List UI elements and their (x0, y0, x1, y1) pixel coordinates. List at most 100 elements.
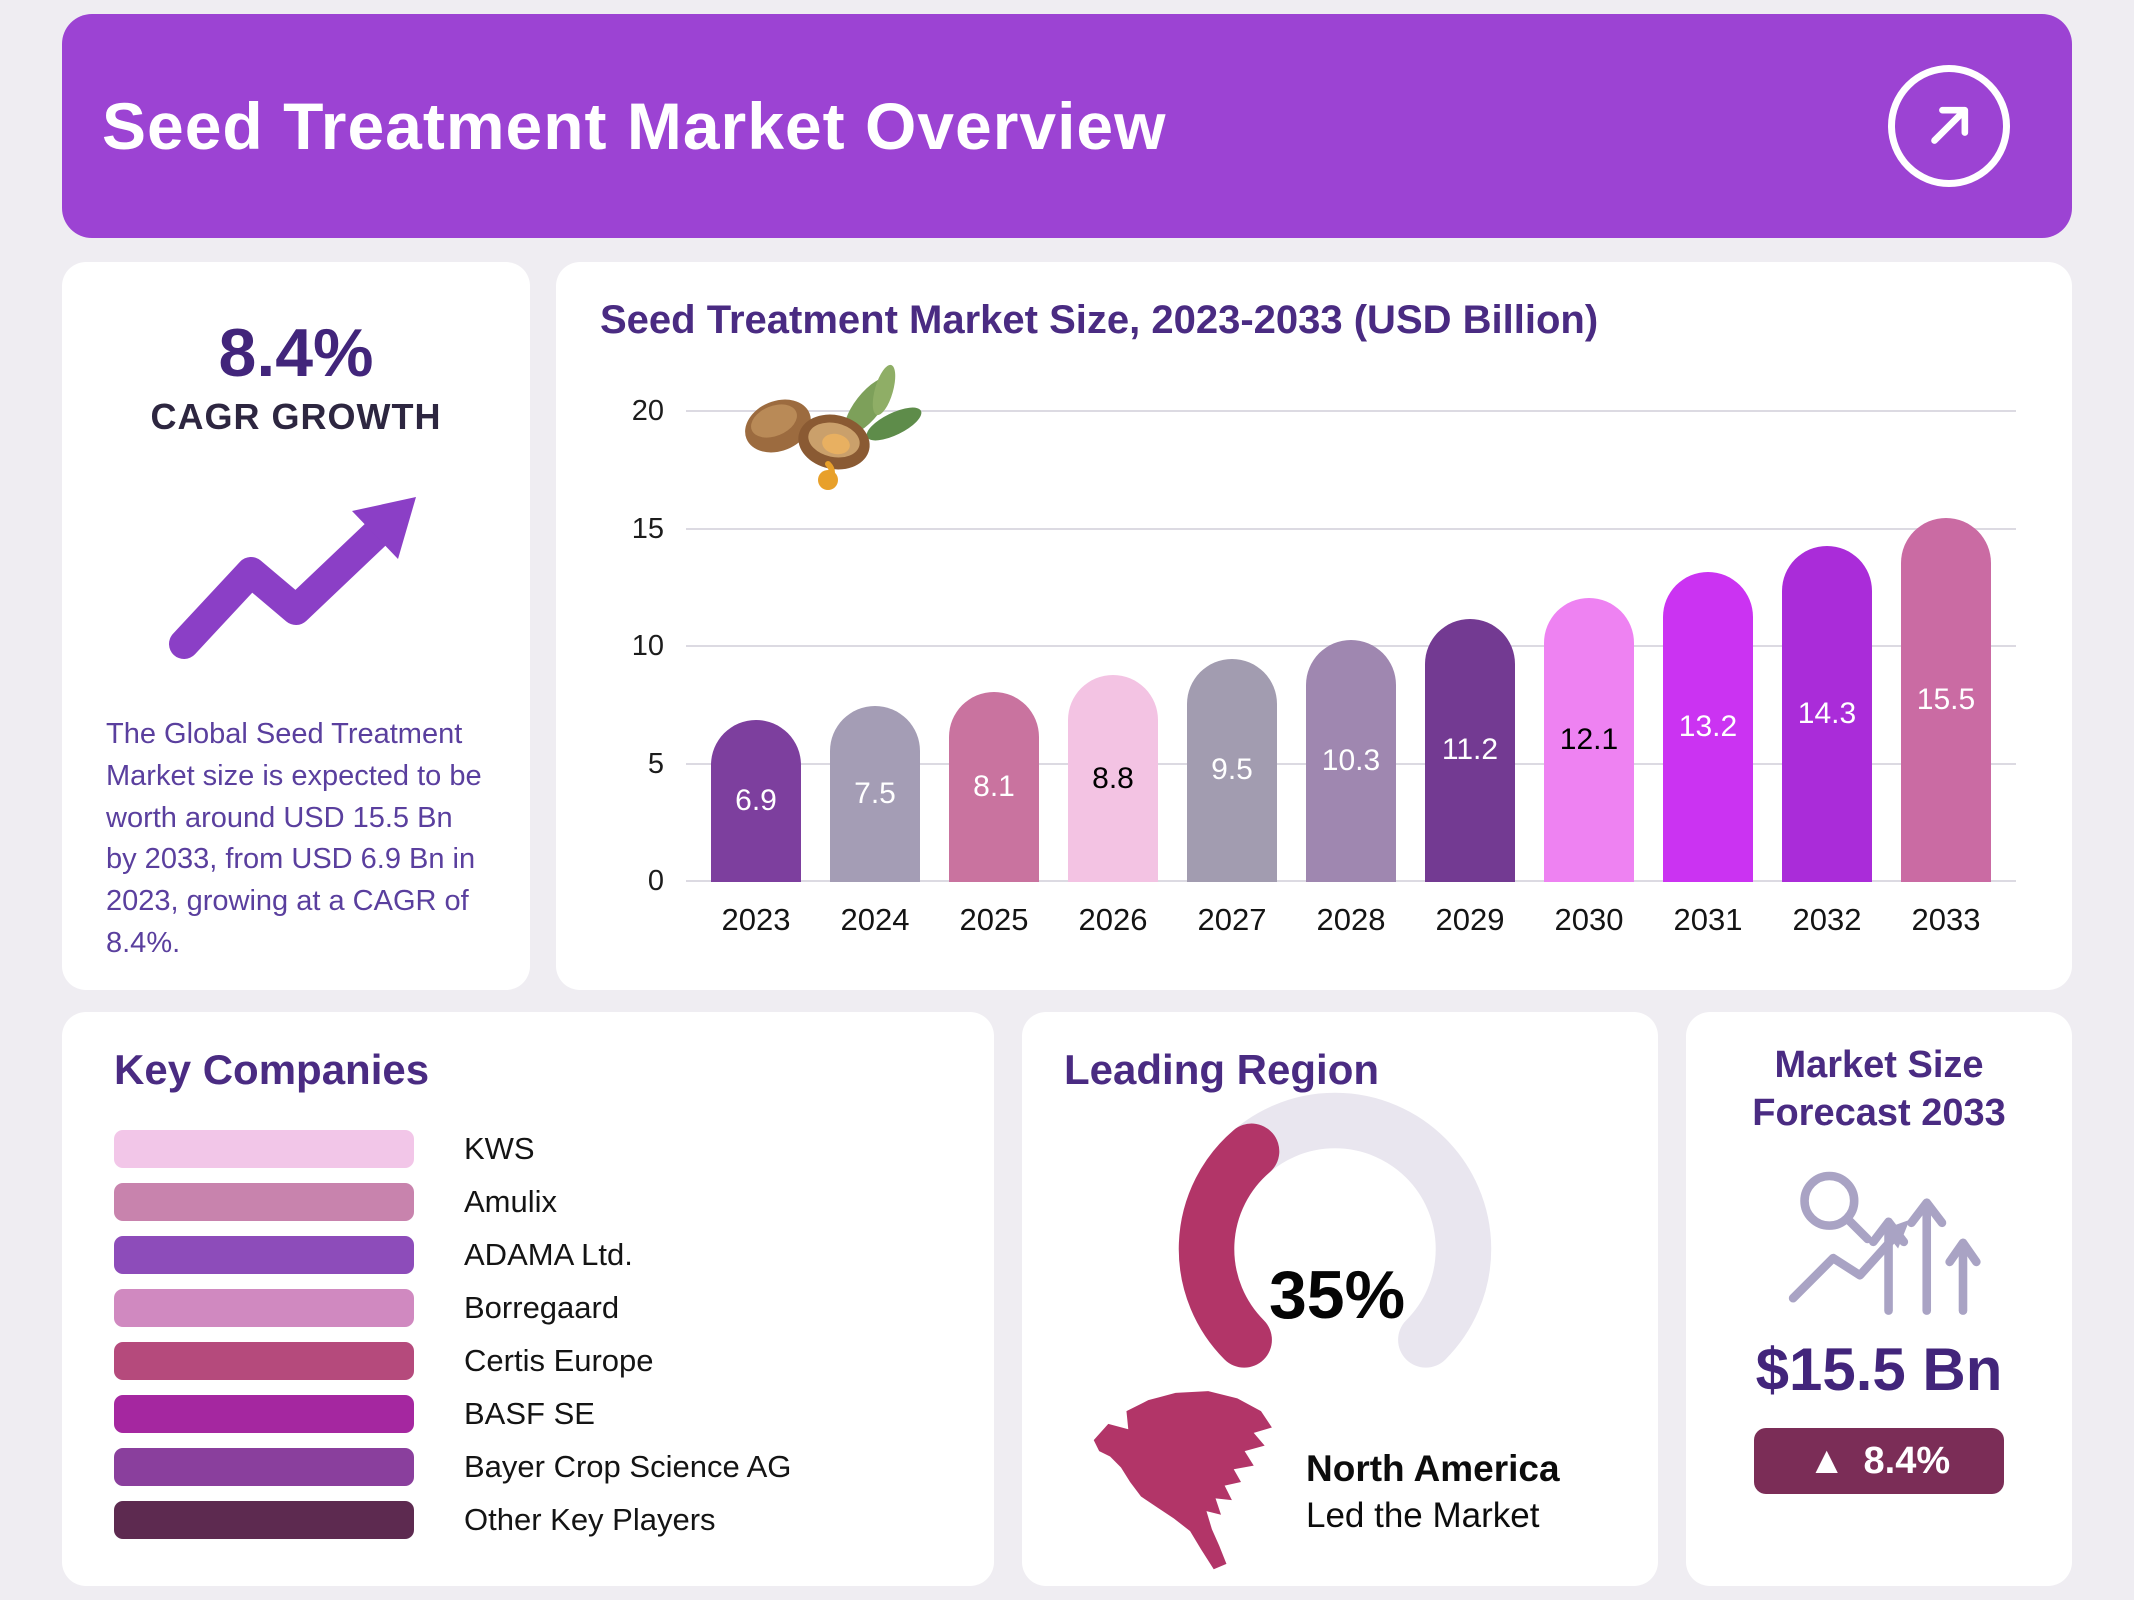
bar-value-label: 15.5 (1916, 682, 1976, 716)
gauge-fill (1178, 1123, 1280, 1368)
region-text-block: North America Led the Market (1306, 1448, 1560, 1536)
company-row: Bayer Crop Science AG (114, 1448, 994, 1486)
market-size-chart-card: Seed Treatment Market Size, 2023-2033 (U… (556, 262, 2072, 990)
bar-value-label: 14.3 (1797, 696, 1857, 730)
bar-2026: 8.8 (1068, 675, 1158, 882)
company-label: Amulix (464, 1184, 558, 1219)
leading-region-title: Leading Region (1064, 1046, 1379, 1093)
forecast-card: Market Size Forecast 2033 $15.5 Bn ▲ 8.4… (1686, 1012, 2072, 1586)
region-name: North America (1306, 1448, 1560, 1489)
company-row: Borregaard (114, 1289, 994, 1327)
bar-2024: 7.5 (830, 705, 920, 882)
cagr-description: The Global Seed Treatment Market size is… (106, 718, 482, 959)
bar-value-label: 11.2 (1441, 733, 1499, 767)
y-axis-labels: 0 5 10 15 20 (594, 397, 664, 896)
forecast-title: Market Size Forecast 2033 (1686, 1042, 2072, 1137)
bar-value-label: 8.8 (1092, 761, 1134, 795)
x-axis-labels: 2023 2024 2025 2026 2027 2028 2029 2030 2031 2032… (686, 902, 2016, 938)
bar-2023: 6.9 (711, 719, 801, 882)
chart-title: Seed Treatment Market Size, 2023-2033 (U… (600, 298, 1599, 342)
header-banner: Seed Treatment Market Overview (62, 14, 2072, 238)
company-color-bar (114, 1289, 414, 1327)
company-color-bar (114, 1501, 414, 1539)
company-label: Borregaard (464, 1290, 620, 1325)
arrow-up-right-icon (1931, 106, 1969, 144)
x-tick-label: 2033 (1911, 902, 1981, 937)
company-label: ADAMA Ltd. (464, 1237, 633, 1272)
market-analysis-icon (1788, 1171, 1981, 1315)
company-color-bar (114, 1448, 414, 1486)
company-label: KWS (464, 1131, 535, 1166)
growth-badge-label: 8.4% (1863, 1439, 1951, 1482)
region-share-gauge (1178, 1092, 1492, 1368)
company-color-bar (114, 1236, 414, 1274)
company-color-bar (114, 1183, 414, 1221)
x-tick-label: 2029 (1435, 902, 1505, 937)
bar-value-label: 13.2 (1678, 709, 1738, 743)
region-caption: Led the Market (1306, 1496, 1540, 1535)
bar-2030: 12.1 (1544, 597, 1634, 882)
bar-2027: 9.5 (1187, 658, 1277, 882)
x-tick-label: 2025 (959, 902, 1029, 937)
seeds-illustration (745, 364, 922, 490)
x-tick-label: 2032 (1792, 902, 1862, 937)
company-row: Certis Europe (114, 1342, 994, 1380)
x-tick-label: 2026 (1078, 902, 1148, 937)
forecast-title-line2: Forecast 2033 (1752, 1091, 2006, 1134)
key-companies-card: Key Companies KWS Amulix ADAMA Ltd. Borrega… (62, 1012, 994, 1586)
company-row: ADAMA Ltd. (114, 1236, 994, 1274)
company-color-bar (114, 1342, 414, 1380)
company-label: Certis Europe (464, 1343, 654, 1378)
x-tick-label: 2028 (1316, 902, 1386, 937)
cagr-label: CAGR GROWTH (150, 396, 442, 437)
growth-badge: ▲ 8.4% (1754, 1428, 2004, 1494)
company-color-bar (114, 1130, 414, 1168)
region-share-percent: 35% (1268, 1257, 1406, 1333)
y-tick-label: 20 (631, 395, 664, 427)
bars: 6.9 7.5 8.1 8.8 9.5 10.3 11.2 12.1 13.2 14.3 15.5 (686, 412, 2016, 882)
y-tick-label: 15 (631, 512, 664, 545)
company-color-bar (114, 1395, 414, 1433)
x-tick-label: 2031 (1673, 902, 1743, 937)
bar-2031: 13.2 (1663, 571, 1753, 882)
bar-value-label: 8.1 (973, 769, 1015, 803)
company-label: BASF SE (464, 1396, 595, 1431)
gridline (686, 527, 2016, 530)
gridline (686, 410, 2016, 412)
bar-value-label: 10.3 (1321, 743, 1381, 777)
company-row: KWS (114, 1130, 994, 1168)
forecast-title-line1: Market Size (1774, 1044, 1984, 1086)
bar-2033: 15.5 (1901, 517, 1991, 882)
company-row: Other Key Players (114, 1501, 994, 1539)
trending-up-icon (169, 497, 416, 659)
bar-value-label: 7.5 (854, 776, 896, 810)
bar-value-label: 6.9 (735, 783, 777, 817)
forecast-value: $15.5 Bn (1755, 1336, 2003, 1403)
bar-2032: 14.3 (1782, 545, 1872, 882)
bar-2025: 8.1 (949, 691, 1039, 882)
up-triangle-icon: ▲ (1807, 1439, 1846, 1482)
x-tick-label: 2027 (1197, 902, 1267, 937)
y-tick-label: 10 (631, 630, 664, 662)
y-tick-label: 0 (647, 865, 664, 897)
company-row: Amulix (114, 1183, 994, 1221)
company-list: KWS Amulix ADAMA Ltd. Borregaard Certis Euro… (114, 1130, 994, 1539)
x-tick-label: 2023 (721, 902, 791, 937)
page-title: Seed Treatment Market Overview (102, 89, 1167, 163)
cagr-card: 8.4% CAGR GROWTH The Global Seed Treatme… (62, 262, 530, 990)
bar-value-label: 12.1 (1559, 722, 1619, 756)
bar-2029: 11.2 (1425, 618, 1515, 882)
company-row: BASF SE (114, 1395, 994, 1433)
company-label: Other Key Players (464, 1502, 716, 1537)
key-companies-title: Key Companies (114, 1046, 430, 1093)
bar-value-label: 9.5 (1211, 753, 1253, 787)
x-tick-label: 2024 (840, 902, 910, 937)
y-tick-label: 5 (647, 747, 664, 780)
arrow-up-right-button[interactable] (1888, 65, 2010, 187)
leading-region-card: Leading Region 35% North America Led the… (1022, 1012, 1658, 1586)
x-tick-label: 2030 (1554, 902, 1624, 937)
cagr-value: 8.4% (218, 315, 374, 391)
bar-2028: 10.3 (1306, 639, 1396, 882)
north-america-map-icon (1093, 1391, 1272, 1570)
bar-chart-plot: 0 5 10 15 20 6.9 7.5 8.1 8.8 9.5 10.3 11.2 12.1 13.2… (632, 364, 2016, 896)
